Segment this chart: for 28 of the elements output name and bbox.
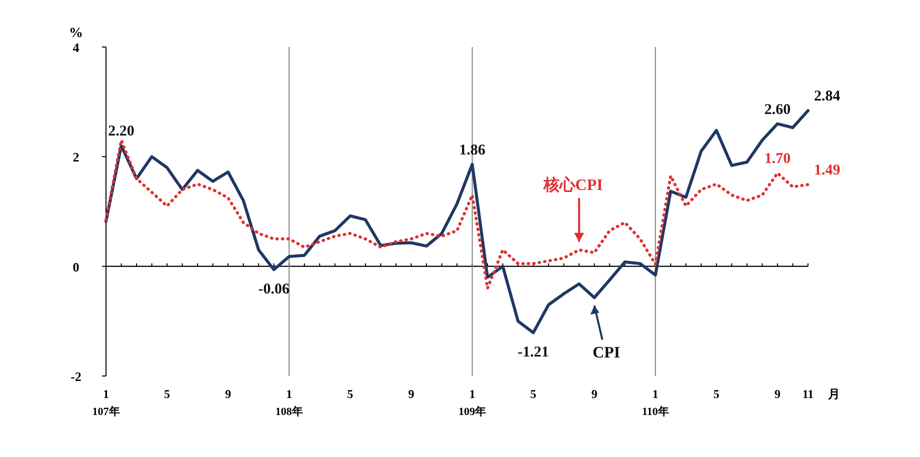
x-tick-label: 1 110年 <box>642 387 669 418</box>
x-tick-label: 9 <box>408 387 414 401</box>
data-label: 1.70 <box>764 151 791 168</box>
x-tick-label: 1 108年 <box>275 387 303 418</box>
data-label: -0.06 <box>258 282 290 298</box>
data-label: -1.21 <box>518 344 549 361</box>
data-label: 1.49 <box>814 162 840 179</box>
y-tick-label: -2 <box>70 369 82 384</box>
x-tick-label: 5 <box>530 387 536 401</box>
y-tick-label: 4 <box>72 40 80 55</box>
y-tick-label: 2 <box>72 150 80 165</box>
x-tick-label: 9 <box>225 387 232 401</box>
data-label: 2.60 <box>764 102 791 118</box>
x-tick-label: 1 107年 <box>92 387 120 418</box>
x-tick-label: 9 <box>774 387 780 401</box>
data-label: 1.86 <box>459 142 486 158</box>
data-label: 2.20 <box>108 124 134 140</box>
x-axis-title: 月 <box>827 387 840 401</box>
y-tick-label: 0 <box>72 259 80 274</box>
x-tick-label: 11 <box>802 387 814 401</box>
x-tick-label: 1 109年 <box>458 387 486 418</box>
x-tick-label: 5 <box>713 387 720 401</box>
data-label: 2.84 <box>814 88 841 105</box>
x-tick-label: 9 <box>591 387 598 401</box>
x-tick-label: 5 <box>347 387 354 401</box>
y-axis-title: % <box>69 26 83 41</box>
legend-label: CPI <box>592 344 620 362</box>
x-tick-label: 5 <box>164 387 170 401</box>
